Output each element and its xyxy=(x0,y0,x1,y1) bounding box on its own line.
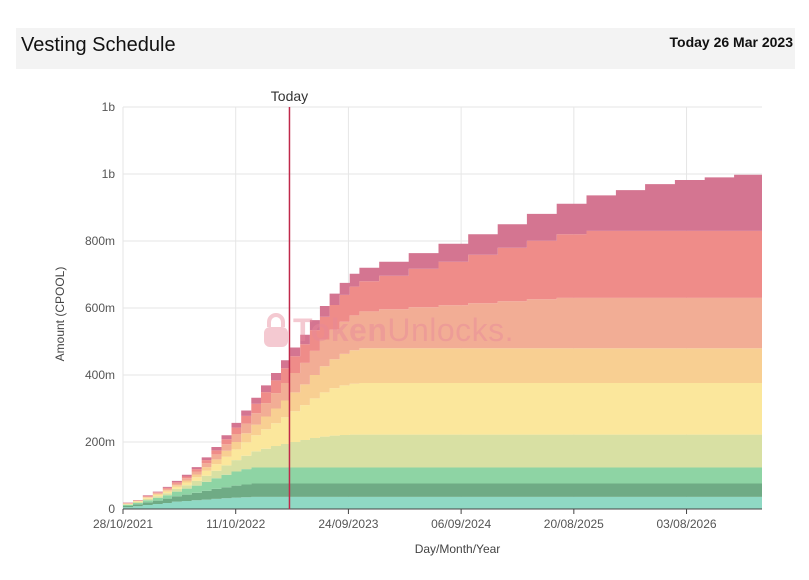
series-area-2 xyxy=(123,467,762,506)
y-axis-title: Amount (CPOOL) xyxy=(53,267,67,362)
y-tick-label: 800m xyxy=(85,234,115,248)
series-area-1 xyxy=(123,483,762,508)
y-tick-label: 400m xyxy=(85,368,115,382)
y-tick-label: 0 xyxy=(108,502,115,516)
x-tick-label: 24/09/2023 xyxy=(318,517,378,531)
x-tick-label: 20/08/2025 xyxy=(544,517,604,531)
y-tick-label: 1b xyxy=(102,100,116,114)
page-title: Vesting Schedule xyxy=(21,34,176,56)
series-area-0 xyxy=(123,496,762,509)
series-area-4 xyxy=(123,383,762,505)
header-bar xyxy=(16,28,795,69)
y-tick-label: 1b xyxy=(102,167,116,181)
today-label: Today xyxy=(271,88,308,104)
x-tick-label: 11/10/2022 xyxy=(206,517,265,531)
x-tick-label: 06/09/2024 xyxy=(431,517,491,531)
series-area-5 xyxy=(123,348,762,504)
today-date-label: Today 26 Mar 2023 xyxy=(669,34,793,50)
x-tick-label: 28/10/2021 xyxy=(93,517,153,531)
series-area-7 xyxy=(123,230,762,504)
series-area-8 xyxy=(123,174,762,503)
today-layer: Today xyxy=(271,88,308,509)
series-area-3 xyxy=(123,434,762,505)
x-axis-title: Day/Month/Year xyxy=(415,542,501,556)
area-layer xyxy=(123,174,762,509)
series-area-6 xyxy=(123,297,762,504)
y-tick-label: 200m xyxy=(85,435,115,449)
axis-layer: 0 200m 400m 600m 800m 1b 1b 28/10/2021 11/10/202… xyxy=(53,100,762,556)
y-tick-label: 600m xyxy=(85,301,115,315)
x-tick-label: 03/08/2026 xyxy=(657,517,717,531)
